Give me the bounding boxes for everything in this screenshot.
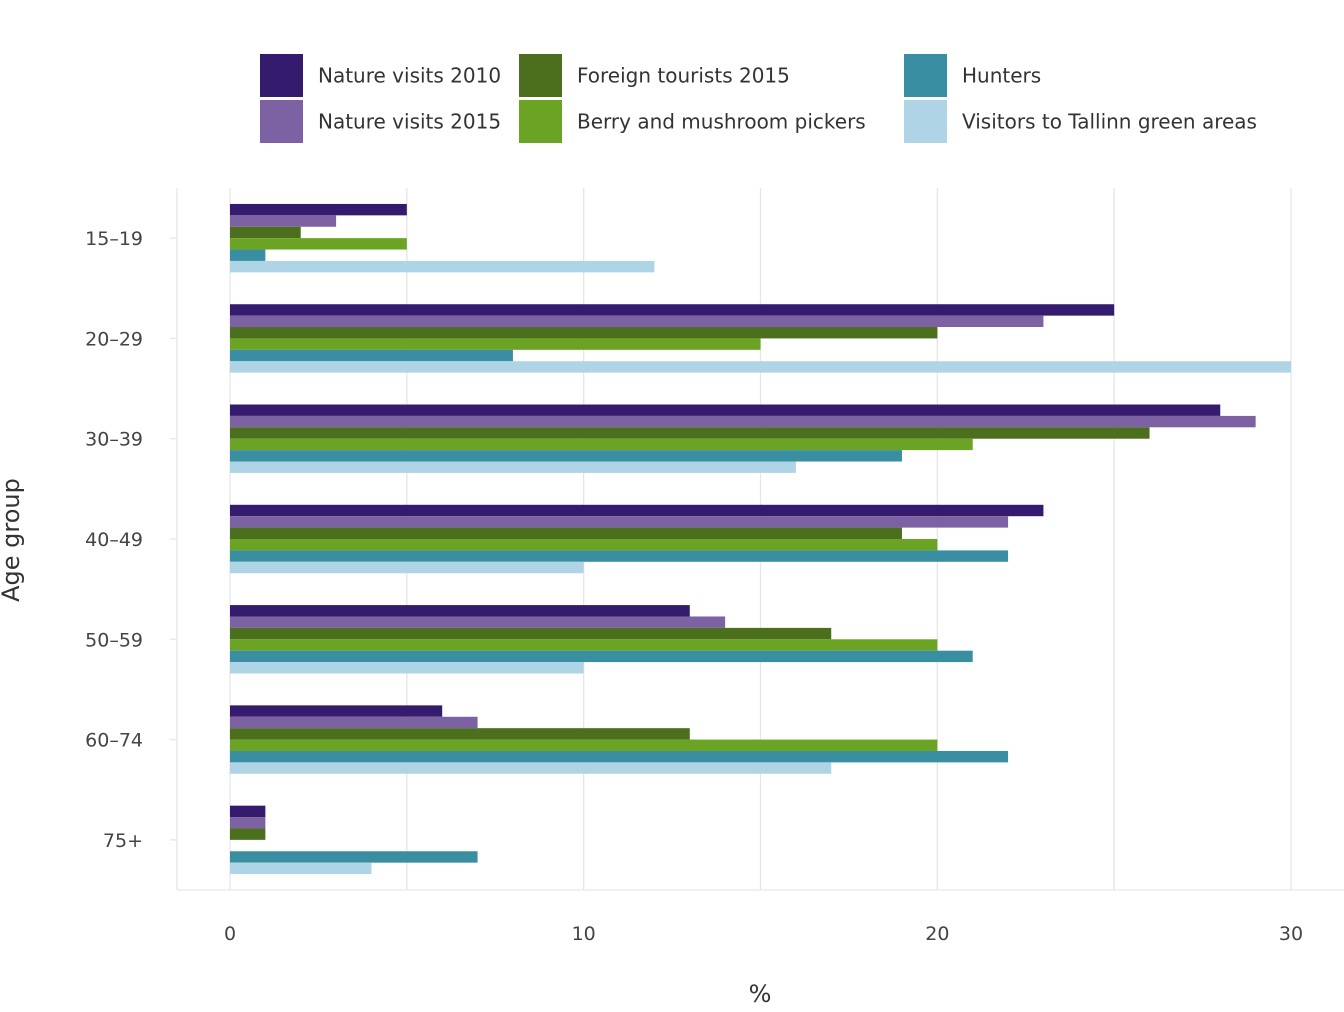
bar <box>230 260 655 273</box>
legend-item: Nature visits 2015 <box>260 100 501 143</box>
bar <box>230 504 1044 517</box>
bar <box>230 338 761 350</box>
legend-item: Foreign tourists 2015 <box>519 54 790 97</box>
bar-group <box>230 304 1291 373</box>
bar <box>230 461 796 473</box>
bar <box>230 705 443 717</box>
bar <box>230 750 1009 763</box>
x-axis: 0 10 20 30 <box>224 923 1303 945</box>
bar <box>230 739 938 751</box>
y-axis: 15–19 20–29 30–39 40–49 50–59 60–74 75+ <box>85 228 143 852</box>
legend-swatch <box>260 54 303 97</box>
x-tick-label: 20 <box>925 923 949 945</box>
bar <box>230 349 513 362</box>
bar <box>230 438 973 451</box>
y-tick-label: 50–59 <box>85 629 143 651</box>
x-tick-label: 0 <box>224 923 236 945</box>
bar <box>230 862 372 875</box>
legend-item: Visitors to Tallinn green areas <box>904 100 1257 143</box>
legend-label: Foreign tourists 2015 <box>577 64 790 88</box>
y-tick-label: 20–29 <box>85 328 143 350</box>
bar <box>230 203 407 216</box>
legend: Nature visits 2010 Nature visits 2015 Fore… <box>260 54 1257 143</box>
bar <box>230 627 832 640</box>
x-tick-label: 30 <box>1279 923 1303 945</box>
bar <box>230 851 478 863</box>
bar <box>230 516 1009 528</box>
bar <box>230 304 1115 316</box>
legend-swatch <box>260 100 303 143</box>
y-tick-label: 15–19 <box>85 228 143 250</box>
legend-label: Hunters <box>962 64 1041 88</box>
bar <box>230 616 726 628</box>
y-tick-label: 75+ <box>103 830 143 852</box>
bar <box>230 817 266 829</box>
bar <box>230 327 938 339</box>
bar-group <box>230 404 1256 473</box>
bar <box>230 561 584 574</box>
bar <box>230 662 584 674</box>
legend-swatch <box>904 54 947 97</box>
bars <box>230 203 1291 875</box>
legend-swatch <box>904 100 947 143</box>
legend-label: Visitors to Tallinn green areas <box>962 110 1257 134</box>
bar <box>230 716 478 729</box>
legend-label: Berry and mushroom pickers <box>577 110 866 134</box>
bar-group <box>230 805 478 875</box>
bar <box>230 539 938 551</box>
bar <box>230 238 407 250</box>
bar <box>230 527 902 539</box>
bar <box>230 650 973 663</box>
y-tick-label: 40–49 <box>85 529 143 551</box>
bar <box>230 762 832 774</box>
bar <box>230 728 690 740</box>
bar <box>230 805 266 818</box>
bar <box>230 427 1150 439</box>
legend-swatch <box>519 54 562 97</box>
y-tick-label: 30–39 <box>85 429 143 451</box>
bar-group <box>230 705 1009 774</box>
bar <box>230 215 337 227</box>
x-tick-label: 10 <box>572 923 596 945</box>
legend-swatch <box>519 100 562 143</box>
bar <box>230 361 1291 373</box>
bar <box>230 639 938 651</box>
bar <box>230 828 266 840</box>
legend-item: Hunters <box>904 54 1041 97</box>
y-tick-label: 60–74 <box>85 730 143 752</box>
bar <box>230 550 1009 562</box>
legend-label: Nature visits 2010 <box>318 64 501 88</box>
bar <box>230 315 1044 328</box>
bar <box>230 404 1221 416</box>
bar <box>230 415 1256 428</box>
bar-group <box>230 504 1044 574</box>
legend-label: Nature visits 2015 <box>318 110 501 134</box>
bar <box>230 450 902 462</box>
bar <box>230 249 266 261</box>
x-axis-title: % <box>749 980 772 1008</box>
bar-group <box>230 605 973 674</box>
bar-group <box>230 203 655 273</box>
legend-item: Berry and mushroom pickers <box>519 100 866 143</box>
y-axis-title: Age group <box>0 478 25 602</box>
bar <box>230 226 301 239</box>
bar <box>230 605 690 617</box>
legend-item: Nature visits 2010 <box>260 54 501 97</box>
